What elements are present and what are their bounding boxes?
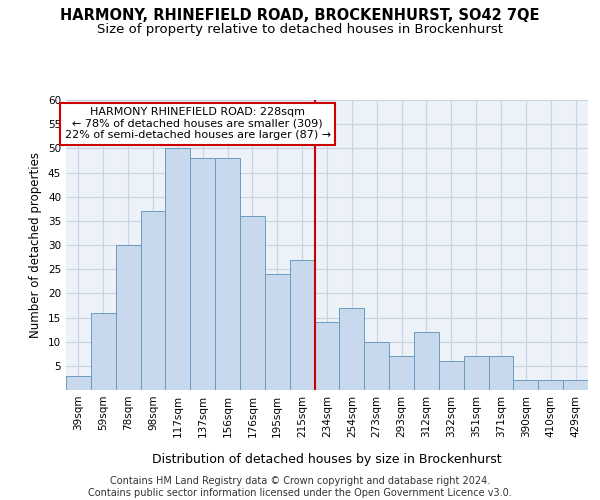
Bar bbox=[240, 216, 265, 390]
Bar bbox=[265, 274, 290, 390]
Bar bbox=[190, 158, 215, 390]
Bar bbox=[439, 361, 464, 390]
Text: HARMONY RHINEFIELD ROAD: 228sqm
← 78% of detached houses are smaller (309)
22% o: HARMONY RHINEFIELD ROAD: 228sqm ← 78% of… bbox=[65, 108, 331, 140]
Bar bbox=[314, 322, 340, 390]
Bar bbox=[514, 380, 538, 390]
Bar bbox=[66, 376, 91, 390]
Y-axis label: Number of detached properties: Number of detached properties bbox=[29, 152, 43, 338]
Bar bbox=[116, 245, 140, 390]
Text: Contains HM Land Registry data © Crown copyright and database right 2024.
Contai: Contains HM Land Registry data © Crown c… bbox=[88, 476, 512, 498]
Bar bbox=[389, 356, 414, 390]
Bar bbox=[166, 148, 190, 390]
Bar bbox=[538, 380, 563, 390]
Bar bbox=[290, 260, 314, 390]
Bar bbox=[215, 158, 240, 390]
Bar bbox=[414, 332, 439, 390]
Bar bbox=[340, 308, 364, 390]
Bar bbox=[140, 211, 166, 390]
Text: Distribution of detached houses by size in Brockenhurst: Distribution of detached houses by size … bbox=[152, 452, 502, 466]
Bar bbox=[91, 312, 116, 390]
Bar bbox=[464, 356, 488, 390]
Text: HARMONY, RHINEFIELD ROAD, BROCKENHURST, SO42 7QE: HARMONY, RHINEFIELD ROAD, BROCKENHURST, … bbox=[60, 8, 540, 22]
Bar bbox=[488, 356, 514, 390]
Text: Size of property relative to detached houses in Brockenhurst: Size of property relative to detached ho… bbox=[97, 22, 503, 36]
Bar bbox=[364, 342, 389, 390]
Bar bbox=[563, 380, 588, 390]
